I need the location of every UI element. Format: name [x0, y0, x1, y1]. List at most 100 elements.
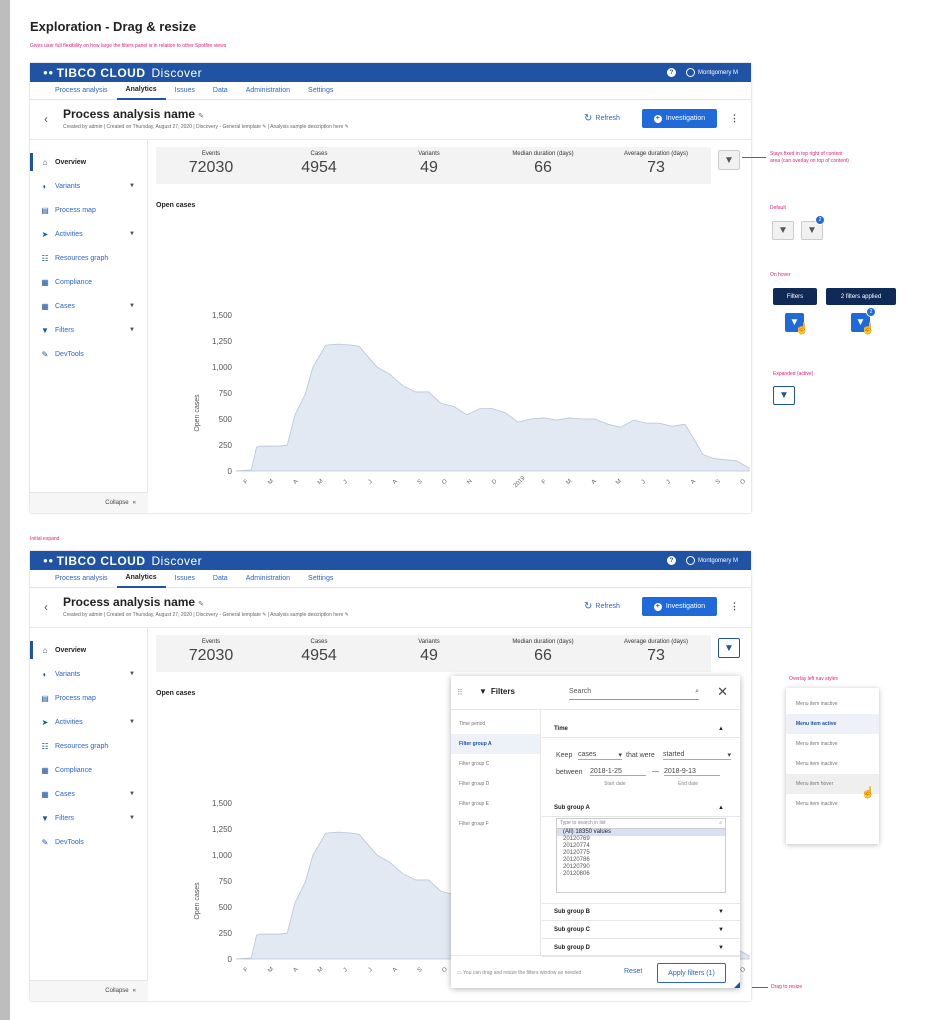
help-icon[interactable]: ? — [666, 556, 676, 565]
nav-item-resources-graph[interactable]: ☷ Resources graph — [30, 246, 147, 270]
kpi-label: Variants — [418, 639, 440, 645]
nav-item-cases[interactable]: ▦ Cases ▼ — [30, 294, 147, 318]
filter-button-hover-badge[interactable]: ▼ — [851, 313, 870, 332]
filter-button-active[interactable]: ▼ — [773, 386, 795, 405]
list-item[interactable]: 20120806 — [563, 871, 590, 877]
nav-item-devtools[interactable]: ✎ DevTools — [30, 830, 147, 854]
tab-settings[interactable]: Settings — [308, 87, 334, 94]
chevron-down-icon: ▼ — [129, 303, 135, 309]
y-tick-label: 250 — [219, 929, 233, 938]
investigation-button[interactable]: + Investigation — [642, 109, 717, 128]
tab-analytics[interactable]: Analytics — [116, 570, 166, 588]
tab-process-analysis[interactable]: Process analysis — [55, 575, 108, 582]
filters-panel-header[interactable]: ⠿ ▼ Filters Search ⌕ ✕ — [451, 676, 740, 710]
section-sub-group-a[interactable]: Sub group A ▲ — [542, 799, 740, 817]
menu-style-item[interactable]: Menu item inactive — [796, 761, 838, 767]
logo-mark-icon: ●● — [43, 556, 54, 565]
nav-item-process-map[interactable]: ▤ Process map — [30, 198, 147, 222]
tab-administration[interactable]: Administration — [245, 575, 291, 582]
values-list[interactable]: Type to search in list ⌕ (All) 18350 valu… — [556, 818, 726, 893]
menu-style-item[interactable]: Menu item active — [786, 714, 879, 734]
nav-item-resources-graph[interactable]: ☷ Resources graph — [30, 734, 147, 758]
tab-process-analysis[interactable]: Process analysis — [55, 87, 108, 94]
menu-style-item[interactable]: Menu item inactive — [796, 701, 838, 707]
tab-data[interactable]: Data — [212, 575, 228, 582]
list-item[interactable]: 20120774 — [563, 843, 590, 849]
list-search-input[interactable]: Type to search in list ⌕ — [557, 819, 725, 829]
menu-style-item[interactable]: Menu item hover — [786, 774, 879, 794]
filters-toggle-button[interactable]: ▼ — [718, 638, 740, 658]
filter-group-0[interactable]: Time period — [459, 721, 486, 727]
section-time[interactable]: Time ▲ — [542, 720, 740, 738]
drag-handle-icon[interactable]: ⠿ — [457, 688, 463, 697]
kpi-value: 73 — [647, 159, 665, 176]
tab-issues[interactable]: Issues — [174, 87, 195, 94]
keep-select[interactable]: cases ▾ — [578, 751, 622, 760]
filter-group-4[interactable]: Filter group E — [459, 801, 490, 807]
tab-administration[interactable]: Administration — [245, 87, 291, 94]
nav-item-compliance[interactable]: ▦ Compliance — [30, 270, 147, 294]
nav-item-filters[interactable]: ▼ Filters ▼ — [30, 318, 147, 342]
state-select[interactable]: started ▾ — [663, 751, 731, 760]
more-options-icon[interactable]: ⋮ — [730, 113, 739, 123]
filter-group-5[interactable]: Filter group F — [459, 821, 489, 827]
edit-icon[interactable]: ✎ — [198, 601, 204, 608]
edit-icon[interactable]: ✎ — [198, 113, 204, 120]
nav-item-variants[interactable]: ◐ Variants ▼ — [30, 174, 147, 198]
collapse-button[interactable]: Collapse « — [30, 980, 148, 1001]
filter-group-1[interactable]: Filter group A — [451, 734, 540, 754]
investigation-button[interactable]: + Investigation — [642, 597, 717, 616]
nav-item-overview[interactable]: ⌂ Overview — [30, 638, 147, 662]
filters-panel[interactable]: ⠿ ▼ Filters Search ⌕ ✕ Time period Filter g… — [451, 676, 740, 988]
menu-style-item[interactable]: Menu item inactive — [796, 801, 838, 807]
chevron-down-icon: ▼ — [129, 815, 135, 821]
tab-analytics[interactable]: Analytics — [116, 82, 166, 100]
nav-item-cases[interactable]: ▦ Cases ▼ — [30, 782, 147, 806]
nav-item-filters[interactable]: ▼ Filters ▼ — [30, 806, 147, 830]
filter-button-default-badge[interactable]: ▼ — [801, 221, 823, 240]
tab-settings[interactable]: Settings — [308, 575, 334, 582]
filter-button-hover[interactable]: ▼ — [785, 313, 804, 332]
list-item[interactable]: 20120769 — [563, 836, 590, 842]
filters-toggle-button[interactable]: ▼ — [718, 150, 740, 170]
list-item[interactable]: 20120786 — [563, 857, 590, 863]
nav-item-activities[interactable]: ➤ Activities ▼ — [30, 222, 147, 246]
user-menu[interactable]: Montgomery M — [685, 556, 738, 565]
more-options-icon[interactable]: ⋮ — [730, 601, 739, 611]
list-item[interactable]: 20120775 — [563, 850, 590, 856]
tab-data[interactable]: Data — [212, 87, 228, 94]
section-sub-group-b[interactable]: Sub group B ▼ — [542, 903, 740, 921]
help-icon[interactable]: ? — [666, 68, 676, 77]
nav-item-compliance[interactable]: ▦ Compliance — [30, 758, 147, 782]
menu-style-item[interactable]: Menu item inactive — [796, 741, 838, 747]
nav-item-overview[interactable]: ⌂ Overview — [30, 150, 147, 174]
refresh-button[interactable]: ↻ Refresh — [584, 113, 620, 124]
back-arrow-icon[interactable]: ‹ — [44, 112, 48, 126]
filter-group-2[interactable]: Filter group C — [459, 761, 490, 767]
filters-search-input[interactable]: Search ⌕ — [569, 688, 699, 700]
nav-item-process-map[interactable]: ▤ Process map — [30, 686, 147, 710]
nav-item-variants[interactable]: ◐ Variants ▼ — [30, 662, 147, 686]
sub-group-d-label: Sub group D — [554, 944, 590, 951]
user-menu[interactable]: Montgomery M — [685, 68, 738, 77]
x-tick-label: N — [466, 479, 473, 486]
section-sub-group-d[interactable]: Sub group D ▼ — [542, 939, 740, 957]
list-item[interactable]: (All) 18350 values — [557, 829, 725, 836]
resize-handle[interactable] — [734, 982, 740, 988]
refresh-button[interactable]: ↻ Refresh — [584, 601, 620, 612]
back-arrow-icon[interactable]: ‹ — [44, 600, 48, 614]
nav-item-devtools[interactable]: ✎ DevTools — [30, 342, 147, 366]
list-item[interactable]: 20120790 — [563, 864, 590, 870]
close-icon[interactable]: ✕ — [717, 684, 728, 699]
tab-issues[interactable]: Issues — [174, 575, 195, 582]
section-sub-group-c[interactable]: Sub group C ▼ — [542, 921, 740, 939]
filter-group-3[interactable]: Filter group D — [459, 781, 490, 787]
reset-button[interactable]: Reset — [624, 968, 643, 975]
kpi-4: Average duration (days) 73 — [601, 151, 711, 177]
apply-filters-button[interactable]: Apply filters (1) — [657, 963, 726, 983]
end-date-input[interactable]: 2018-9-13 — [664, 768, 720, 776]
collapse-button[interactable]: Collapse « — [30, 492, 148, 513]
filter-button-default[interactable]: ▼ — [772, 221, 794, 240]
start-date-input[interactable]: 2018-1-25 — [590, 768, 646, 776]
nav-item-activities[interactable]: ➤ Activities ▼ — [30, 710, 147, 734]
